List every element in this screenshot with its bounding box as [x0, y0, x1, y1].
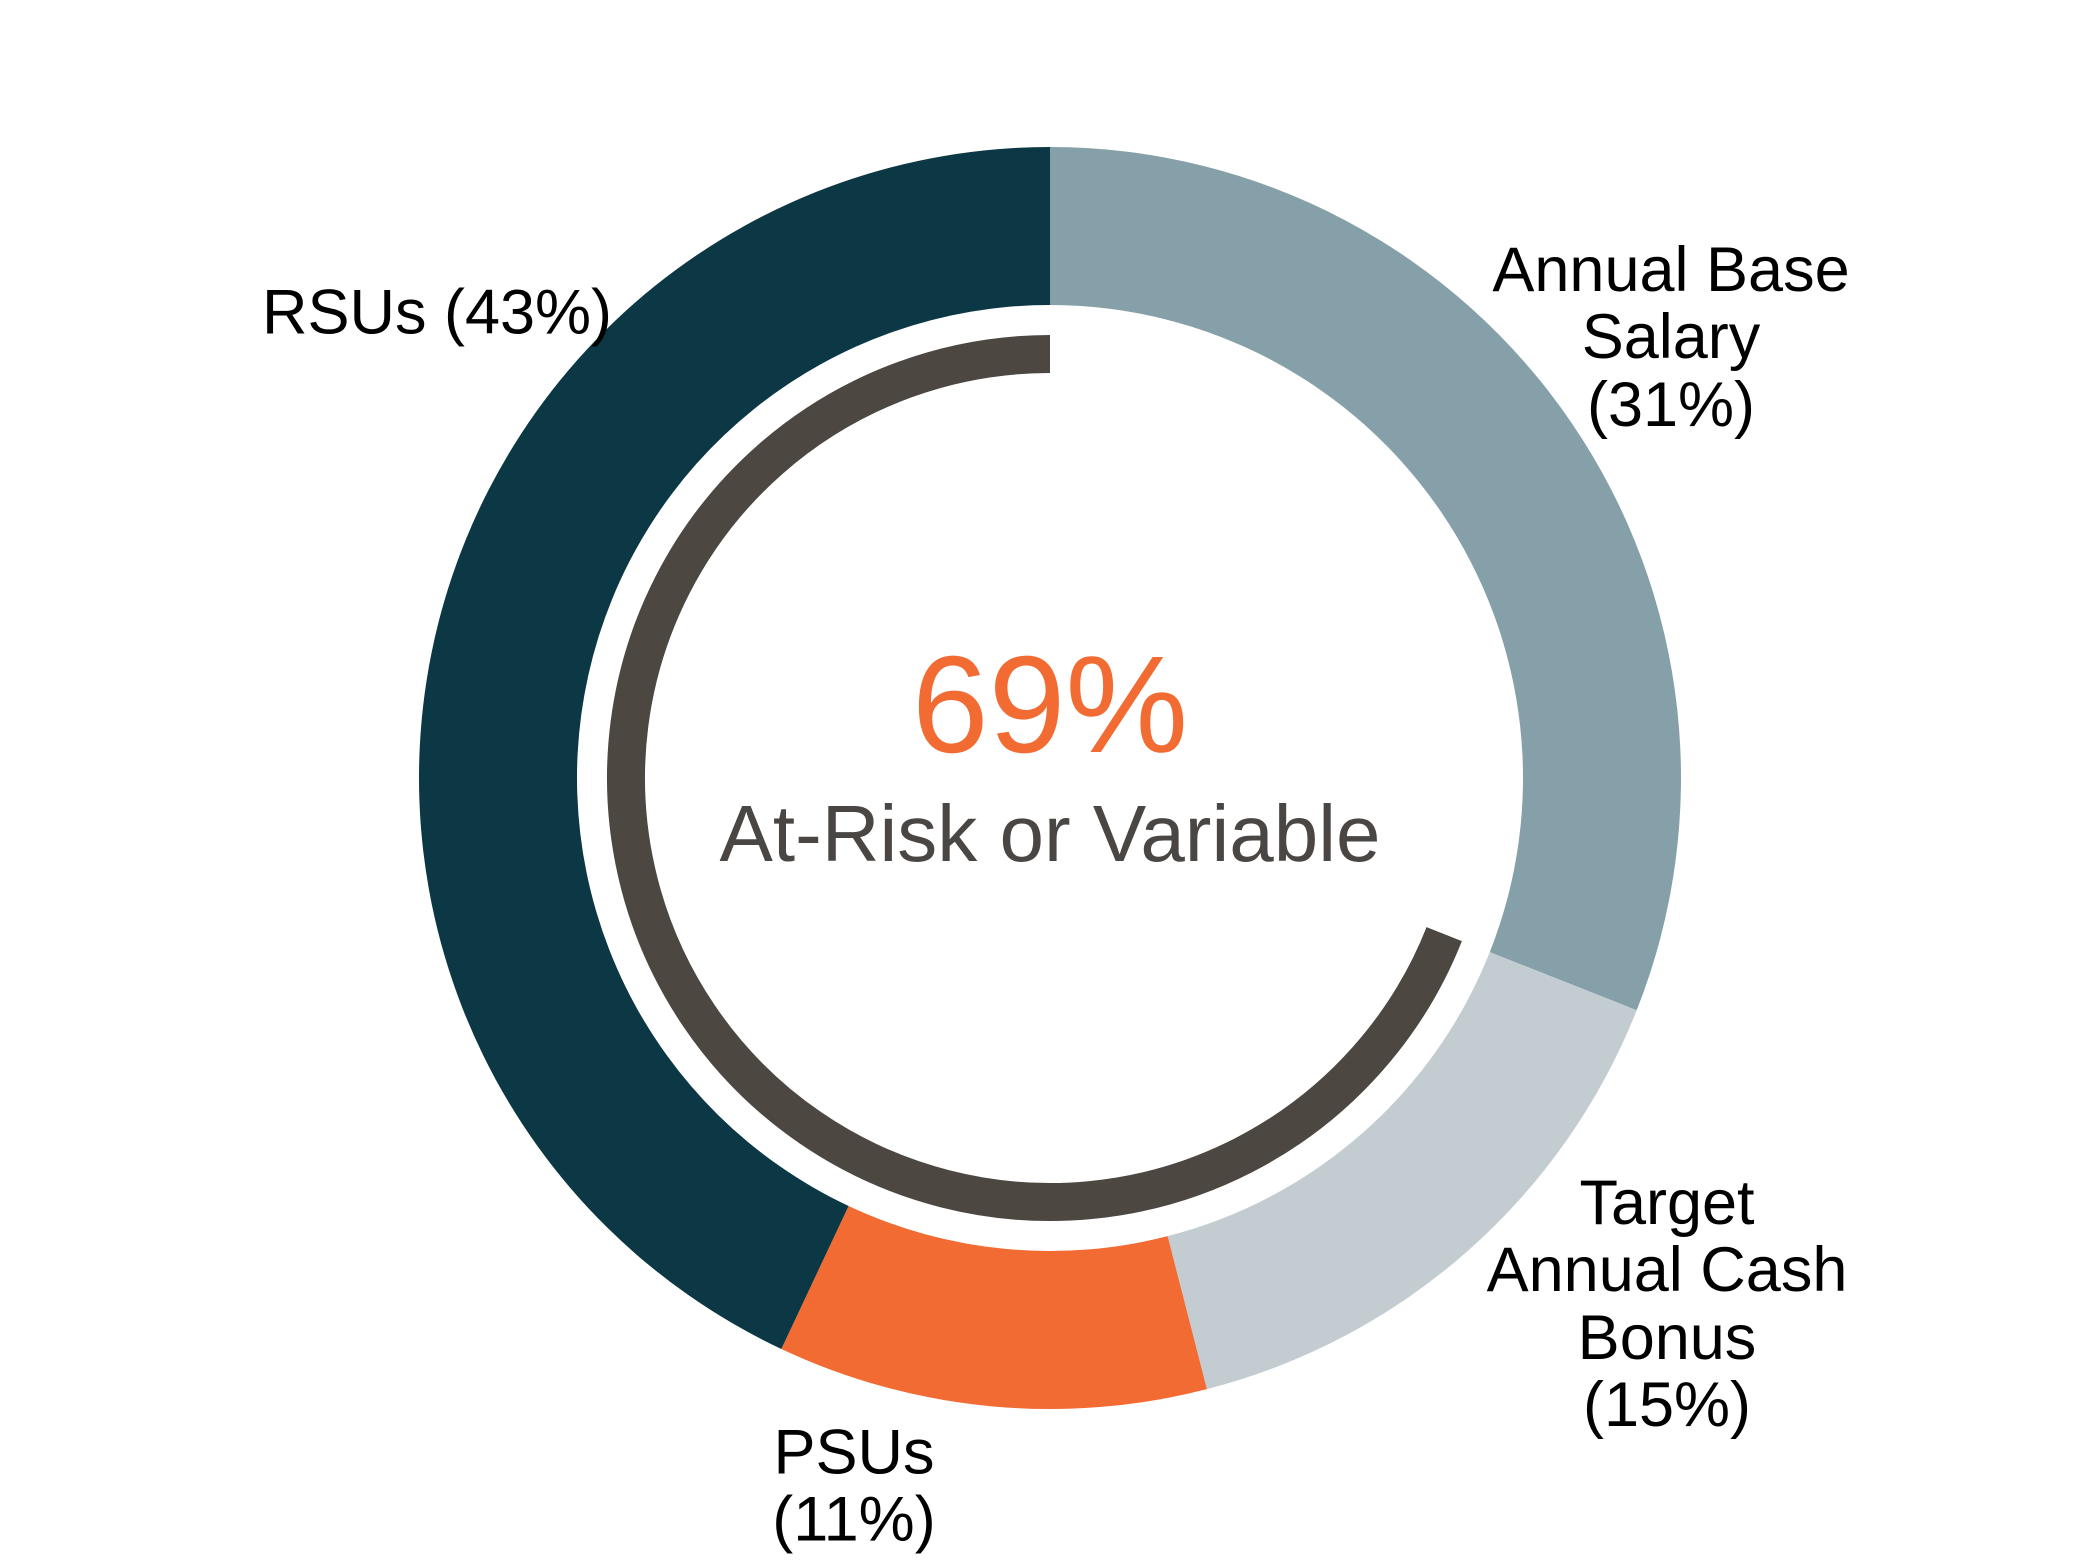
segment-label-target-annual-cash-bonus: Target Annual Cash Bonus (15%) — [1486, 1168, 1848, 1441]
donut-segment-psus — [781, 1205, 1207, 1409]
center-label: At-Risk or Variable — [719, 789, 1381, 878]
donut-segment-target-annual-cash-bonus — [1167, 952, 1637, 1390]
segment-label-annual-base-salary: Annual Base Salary (31%) — [1492, 234, 1850, 440]
segment-label-rsus: RSUs (43%) — [261, 277, 613, 348]
center-value: 69% — [911, 628, 1189, 782]
donut-segment-rsus — [418, 147, 1050, 1349]
segment-label-psus: PSUs (11%) — [772, 1417, 936, 1555]
at-risk-arc — [607, 335, 1462, 1221]
donut-segment-annual-base-salary — [1050, 147, 1682, 1011]
